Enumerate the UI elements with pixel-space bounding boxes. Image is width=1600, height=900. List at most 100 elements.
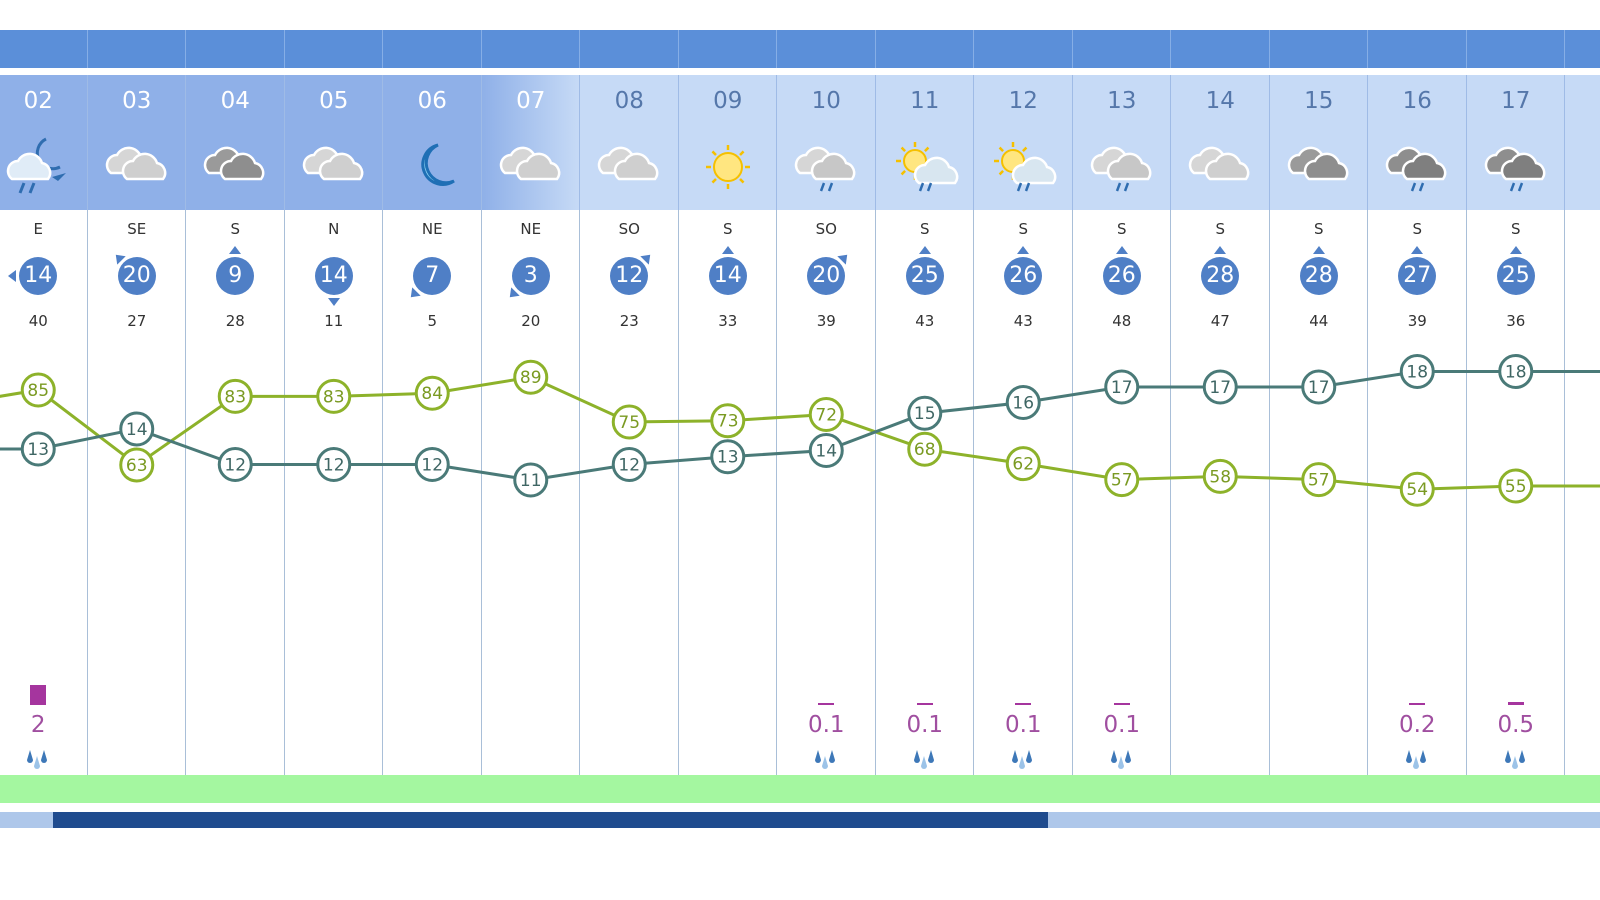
hour-column: 05 N 14 11 xyxy=(284,0,383,900)
wind-arrow-icon xyxy=(721,246,734,254)
wind-gust: 39 xyxy=(1407,312,1427,330)
wind-arrow-icon xyxy=(1411,246,1424,254)
wind-arrow-icon xyxy=(1312,246,1325,254)
wind-speed: 20 xyxy=(117,257,156,295)
header-cell xyxy=(186,30,285,68)
wind-arrow-icon xyxy=(509,287,520,298)
rain-drops-icon xyxy=(1504,750,1525,769)
wind-speed: 26 xyxy=(1004,257,1043,295)
wind-speed: 25 xyxy=(1496,257,1535,295)
hour-cell xyxy=(1072,75,1171,210)
header-cell xyxy=(777,30,876,68)
wind-direction: SO xyxy=(618,220,640,238)
wind-arrow-icon xyxy=(1509,246,1522,254)
hour-label: 15 xyxy=(1304,88,1334,114)
hour-column: 09 S 14 33 xyxy=(678,0,777,900)
wind-gust: 5 xyxy=(427,312,438,330)
precip-value: 0.1 xyxy=(807,712,845,738)
hour-column: 13 S 26 48 0.1 xyxy=(1072,0,1171,900)
wind-speed: 26 xyxy=(1102,257,1141,295)
column-divider xyxy=(382,210,383,803)
column-divider xyxy=(185,210,186,803)
hour-column: 10 SO 20 39 0.1 xyxy=(777,0,876,900)
wind-direction: S xyxy=(230,220,241,238)
wind-gust: 40 xyxy=(28,312,48,330)
hour-label: 03 xyxy=(122,88,152,114)
hour-label: 17 xyxy=(1501,88,1531,114)
precip-bar xyxy=(1015,703,1032,705)
wind-arrow-icon xyxy=(1017,246,1030,254)
cloudy-icon xyxy=(1189,146,1250,181)
header-cell xyxy=(1171,30,1270,68)
wind-speed: 20 xyxy=(807,257,846,295)
dark-rain-cloud-icon xyxy=(1484,146,1546,192)
hour-column: 12 S 26 43 0.1 xyxy=(974,0,1073,900)
hour-label: 07 xyxy=(516,88,546,114)
hour-label: 11 xyxy=(910,88,940,114)
hour-column: 02 E 14 40 2 xyxy=(0,0,88,900)
precip-bar xyxy=(1113,703,1130,705)
scrollbar-thumb[interactable] xyxy=(53,812,1048,828)
column-divider xyxy=(1170,210,1171,803)
hour-cell xyxy=(875,75,974,210)
wind-speed: 3 xyxy=(511,257,550,295)
column-divider xyxy=(579,210,580,803)
wind-direction: NE xyxy=(520,220,542,238)
hour-column: 11 S 25 43 0.1 xyxy=(875,0,974,900)
column-divider xyxy=(874,210,876,803)
hour-label: 16 xyxy=(1402,88,1432,114)
hour-cell xyxy=(1269,75,1368,210)
rain-cloud-icon xyxy=(795,146,856,192)
header-cell xyxy=(679,30,777,68)
header-bar xyxy=(0,30,1600,68)
dark-cloudy-icon xyxy=(1287,146,1349,181)
hour-cell xyxy=(580,75,679,210)
wind-direction: S xyxy=(722,220,733,238)
column-divider xyxy=(776,210,777,803)
hour-label: 13 xyxy=(1107,88,1137,114)
wind-direction: SE xyxy=(127,220,147,238)
header-cell xyxy=(580,30,679,68)
header-cell xyxy=(482,30,580,68)
status-band xyxy=(0,775,1600,803)
dark-rain-cloud-icon xyxy=(1386,146,1447,192)
header-cell xyxy=(1467,30,1565,68)
hour-cell xyxy=(186,75,285,210)
precip-value: 0.2 xyxy=(1398,712,1436,738)
hour-column: 14 S 28 47 xyxy=(1171,0,1270,900)
header-cell xyxy=(383,30,482,68)
wind-direction: S xyxy=(919,220,930,238)
wind-direction: S xyxy=(1018,220,1029,238)
rain-drops-icon xyxy=(27,750,48,769)
wind-gust: 23 xyxy=(619,312,639,330)
wind-direction: S xyxy=(1116,220,1127,238)
precip-bar xyxy=(916,703,933,705)
wind-direction: S xyxy=(1412,220,1423,238)
hour-cell xyxy=(974,75,1073,210)
wind-speed: 9 xyxy=(216,257,255,295)
hour-label: 10 xyxy=(811,88,841,114)
wind-gust: 43 xyxy=(1013,312,1033,330)
sun-icon xyxy=(705,145,750,189)
hour-label: 04 xyxy=(220,88,250,114)
hour-column: 03 SE 20 27 xyxy=(87,0,186,900)
hour-cell xyxy=(1171,75,1270,210)
hour-column: 15 S 28 44 xyxy=(1269,0,1368,900)
wind-gust: 11 xyxy=(324,312,344,330)
hour-column: 08 SO 12 23 xyxy=(580,0,679,900)
wind-speed: 14 xyxy=(314,257,353,295)
column-divider xyxy=(1367,210,1368,803)
precip-value: 2 xyxy=(30,712,46,738)
header-cell xyxy=(88,30,186,68)
wind-speed: 12 xyxy=(610,257,649,295)
wind-speed: 25 xyxy=(905,257,944,295)
header-cell xyxy=(876,30,974,68)
hour-label: 09 xyxy=(713,88,743,114)
column-divider xyxy=(1268,210,1270,803)
wind-speed: 7 xyxy=(413,257,452,295)
hour-column: 06 NE 7 5 xyxy=(383,0,482,900)
wind-gust: 44 xyxy=(1309,312,1329,330)
dark-cloudy-icon xyxy=(204,146,265,181)
wind-gust: 39 xyxy=(816,312,836,330)
precip-bar xyxy=(1507,702,1524,705)
